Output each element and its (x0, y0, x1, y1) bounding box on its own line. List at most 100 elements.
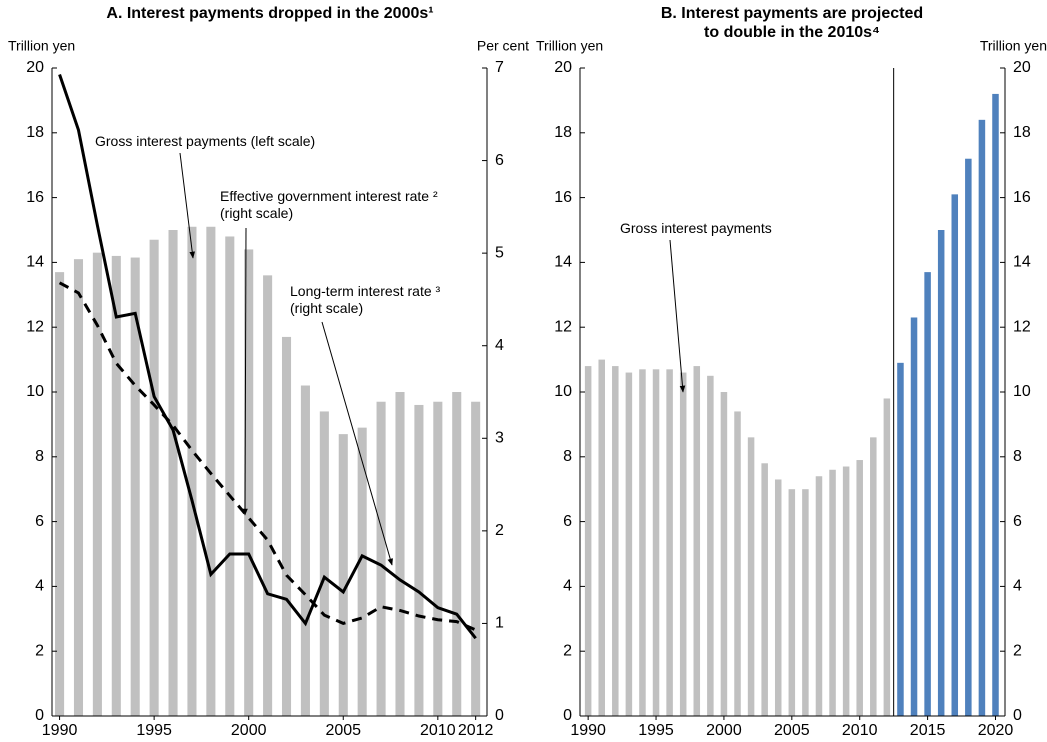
x-tick-label: 2000 (231, 722, 267, 739)
y-axis-label: Trillion yen (536, 38, 603, 54)
bar (584, 366, 592, 716)
bar (978, 119, 986, 717)
bar (319, 411, 329, 716)
annotation: Effective government interest rate ² (ri… (220, 188, 438, 221)
line (58, 73, 477, 640)
bar (612, 366, 619, 716)
y2-tick-label: 1 (495, 615, 504, 632)
y2-tick-label: 4 (1013, 578, 1022, 595)
y-tick-label: 14 (26, 254, 44, 271)
bar (130, 257, 140, 716)
bar (965, 158, 972, 717)
bar (639, 369, 646, 716)
bar (815, 476, 823, 716)
bar (774, 479, 782, 716)
bar (414, 404, 424, 716)
bar (856, 460, 863, 716)
y-tick-label: 2 (35, 642, 44, 659)
y-tick-label: 12 (554, 318, 572, 335)
y-tick-label: 8 (35, 448, 44, 465)
y-tick-label: 20 (26, 59, 44, 76)
y2-tick-label: 16 (1013, 189, 1031, 206)
bar (897, 362, 904, 716)
y-tick-label: 14 (554, 254, 572, 271)
annotation: Gross interest payments (left scale) (95, 133, 316, 149)
x-tick-label: 1990 (570, 722, 606, 739)
bar (734, 411, 741, 716)
annotation: Long-term interest rate ³ (right scale) (290, 283, 441, 316)
x-tick-label: 2005 (774, 722, 810, 739)
arrow (242, 227, 248, 516)
y-tick-label: 0 (563, 707, 572, 724)
chart-title: A. Interest payments dropped in the 2000… (106, 5, 433, 22)
bar (761, 463, 768, 716)
y2-tick-label: 7 (495, 59, 504, 76)
annotation-arrows (179, 152, 686, 566)
bar (263, 275, 273, 716)
x-tick-label: 2015 (910, 722, 946, 739)
bar (992, 93, 999, 717)
bar (842, 466, 850, 716)
bar (92, 252, 102, 716)
y2-tick-label: 6 (1013, 513, 1022, 530)
bar (625, 372, 633, 716)
x-tick-label: 2012 (458, 722, 494, 739)
y2-tick-label: 2 (1013, 642, 1022, 659)
y2-tick-label: 3 (495, 430, 504, 447)
y-tick-label: 6 (563, 513, 572, 530)
arrow (321, 321, 393, 566)
bar (225, 236, 235, 717)
arrow (179, 152, 196, 259)
y-tick-label: 0 (35, 707, 44, 724)
y2-tick-label: 0 (495, 707, 504, 724)
bar (149, 239, 159, 716)
y2-tick-label: 0 (1013, 707, 1022, 724)
y-tick-label: 2 (563, 642, 572, 659)
y2-tick-label: 18 (1013, 124, 1031, 141)
y2-tick-label: 8 (1013, 448, 1022, 465)
y-tick-label: 4 (35, 578, 44, 595)
y-tick-label: 8 (563, 448, 572, 465)
bar (111, 255, 121, 717)
y-axis-label: Trillion yen (8, 38, 75, 54)
bar (376, 401, 386, 716)
x-tick-label: 2000 (706, 722, 742, 739)
x-tick-label: 2010 (842, 722, 878, 739)
y2-axis-label: Trillion yen (980, 38, 1047, 54)
bar (244, 249, 254, 716)
x-tick-label: 1995 (136, 722, 172, 739)
bar (829, 469, 836, 716)
line (58, 281, 477, 632)
bar (883, 398, 891, 716)
chart-title: B. Interest payments are projected (661, 5, 923, 22)
y2-tick-label: 6 (495, 152, 504, 169)
bar (187, 226, 197, 716)
y2-tick-label: 10 (1013, 383, 1031, 400)
bar (924, 272, 931, 716)
y2-axis-label: Per cent (477, 38, 529, 54)
bar (720, 392, 728, 716)
y-tick-label: 10 (26, 383, 44, 400)
x-tick-label: 2005 (325, 722, 361, 739)
bar (951, 194, 959, 717)
bar (747, 437, 755, 716)
bar (870, 437, 877, 716)
y2-tick-label: 20 (1013, 59, 1031, 76)
y-tick-label: 6 (35, 513, 44, 530)
y2-tick-label: 14 (1013, 254, 1031, 271)
bar (357, 427, 367, 716)
y-tick-label: 16 (554, 189, 572, 206)
y-tick-label: 20 (554, 59, 572, 76)
y2-tick-label: 2 (495, 522, 504, 539)
y2-tick-label: 5 (495, 244, 504, 261)
bar (679, 372, 687, 716)
bar (666, 369, 673, 716)
bar (433, 401, 443, 716)
bar (693, 366, 701, 716)
bar (300, 385, 310, 716)
bar (471, 401, 481, 716)
bar (788, 489, 796, 716)
x-tick-label: 1995 (638, 722, 674, 739)
y-tick-label: 4 (563, 578, 572, 595)
